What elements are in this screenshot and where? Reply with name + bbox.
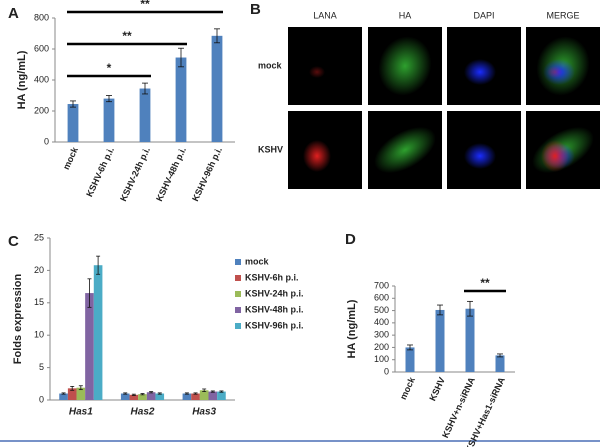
y-tick-label: 0 [39,394,44,404]
panel-letter: A [8,5,19,22]
bar [217,391,226,400]
bar [85,293,94,400]
y-tick-label: 700 [374,280,389,290]
legend-swatch [235,307,241,313]
legend-swatch [235,291,241,297]
nucleus [464,59,496,85]
x-tick-label: Has1 [69,407,93,418]
legend-label: KSHV-96h p.i. [245,320,304,330]
y-tick-label: 800 [34,12,49,22]
legend-swatch [235,323,241,329]
column-label: LANA [313,10,337,20]
bar [211,35,223,143]
bar [208,391,218,400]
significance-label: * [107,61,112,75]
lana [309,66,325,78]
lana [303,140,331,172]
bar [67,104,79,142]
bar [76,387,86,400]
bar [495,355,505,372]
x-tick-label: mock [398,375,417,401]
cell-ha [378,36,432,96]
x-tick-label: Has3 [192,407,216,418]
y-tick-label: 400 [34,74,49,84]
x-tick-label: KSHV-6h p.i. [84,146,116,199]
row-label: mock [258,60,283,70]
column-label: DAPI [473,10,494,20]
bar [155,393,165,400]
bar [175,57,187,142]
column-label: HA [399,10,412,20]
cell-ha [374,126,436,174]
nucleus [464,143,496,169]
bar [138,394,147,400]
bar [139,88,151,142]
x-tick-label: KSHV-96h p.i. [190,146,224,203]
legend-label: mock [245,256,270,266]
y-tick-label: 200 [34,105,49,115]
micrograph [288,27,362,105]
legend-label: KSHV-24h p.i. [245,288,304,298]
x-tick-label: Has2 [131,407,155,418]
legend-label: KSHV-6h p.i. [245,272,299,282]
panel-letter: B [250,1,261,18]
y-axis-label: HA (ng/mL) [16,50,28,109]
bar [120,393,130,400]
bar [465,308,475,372]
y-tick-label: 100 [374,354,389,364]
y-tick-label: 500 [374,305,389,315]
y-tick-label: 0 [44,136,49,146]
x-tick-label: KSHV [427,376,447,403]
x-tick-label: KSHV-48h p.i. [154,146,188,203]
bar [191,393,200,400]
bar [199,390,209,400]
y-axis-label: HA (ng/mL) [346,299,358,358]
legend-swatch [235,275,241,281]
y-tick-label: 5 [39,362,44,372]
bar [435,309,445,372]
y-axis-label: Folds expression [12,273,24,364]
panel-letter: D [345,231,356,248]
bar [405,347,415,372]
y-tick-label: 600 [34,43,49,53]
bar [59,393,68,400]
x-tick-label: mock [61,145,80,171]
significance-label: ** [140,0,150,11]
y-tick-label: 20 [34,265,44,275]
column-label: MERGE [546,10,579,20]
y-tick-label: 10 [34,330,44,340]
lana [547,66,563,78]
row-label: KSHV [258,144,283,154]
y-tick-label: 25 [34,232,44,242]
y-tick-label: 300 [374,330,389,340]
significance-label: ** [122,29,132,43]
bar [93,265,103,400]
bar [67,388,77,400]
bar [103,98,115,142]
panel-letter: C [8,233,19,250]
bar [182,393,192,400]
y-tick-label: 15 [34,297,44,307]
bar [129,394,139,400]
legend-swatch [235,259,241,265]
bar [146,392,156,400]
y-tick-label: 400 [374,317,389,327]
y-tick-label: 600 [374,293,389,303]
y-tick-label: 0 [384,366,389,376]
significance-label: ** [480,276,490,290]
legend-label: KSHV-48h p.i. [245,304,304,314]
y-tick-label: 200 [374,342,389,352]
lana [541,140,569,172]
x-tick-label: KSHV-24h p.i. [118,146,152,203]
